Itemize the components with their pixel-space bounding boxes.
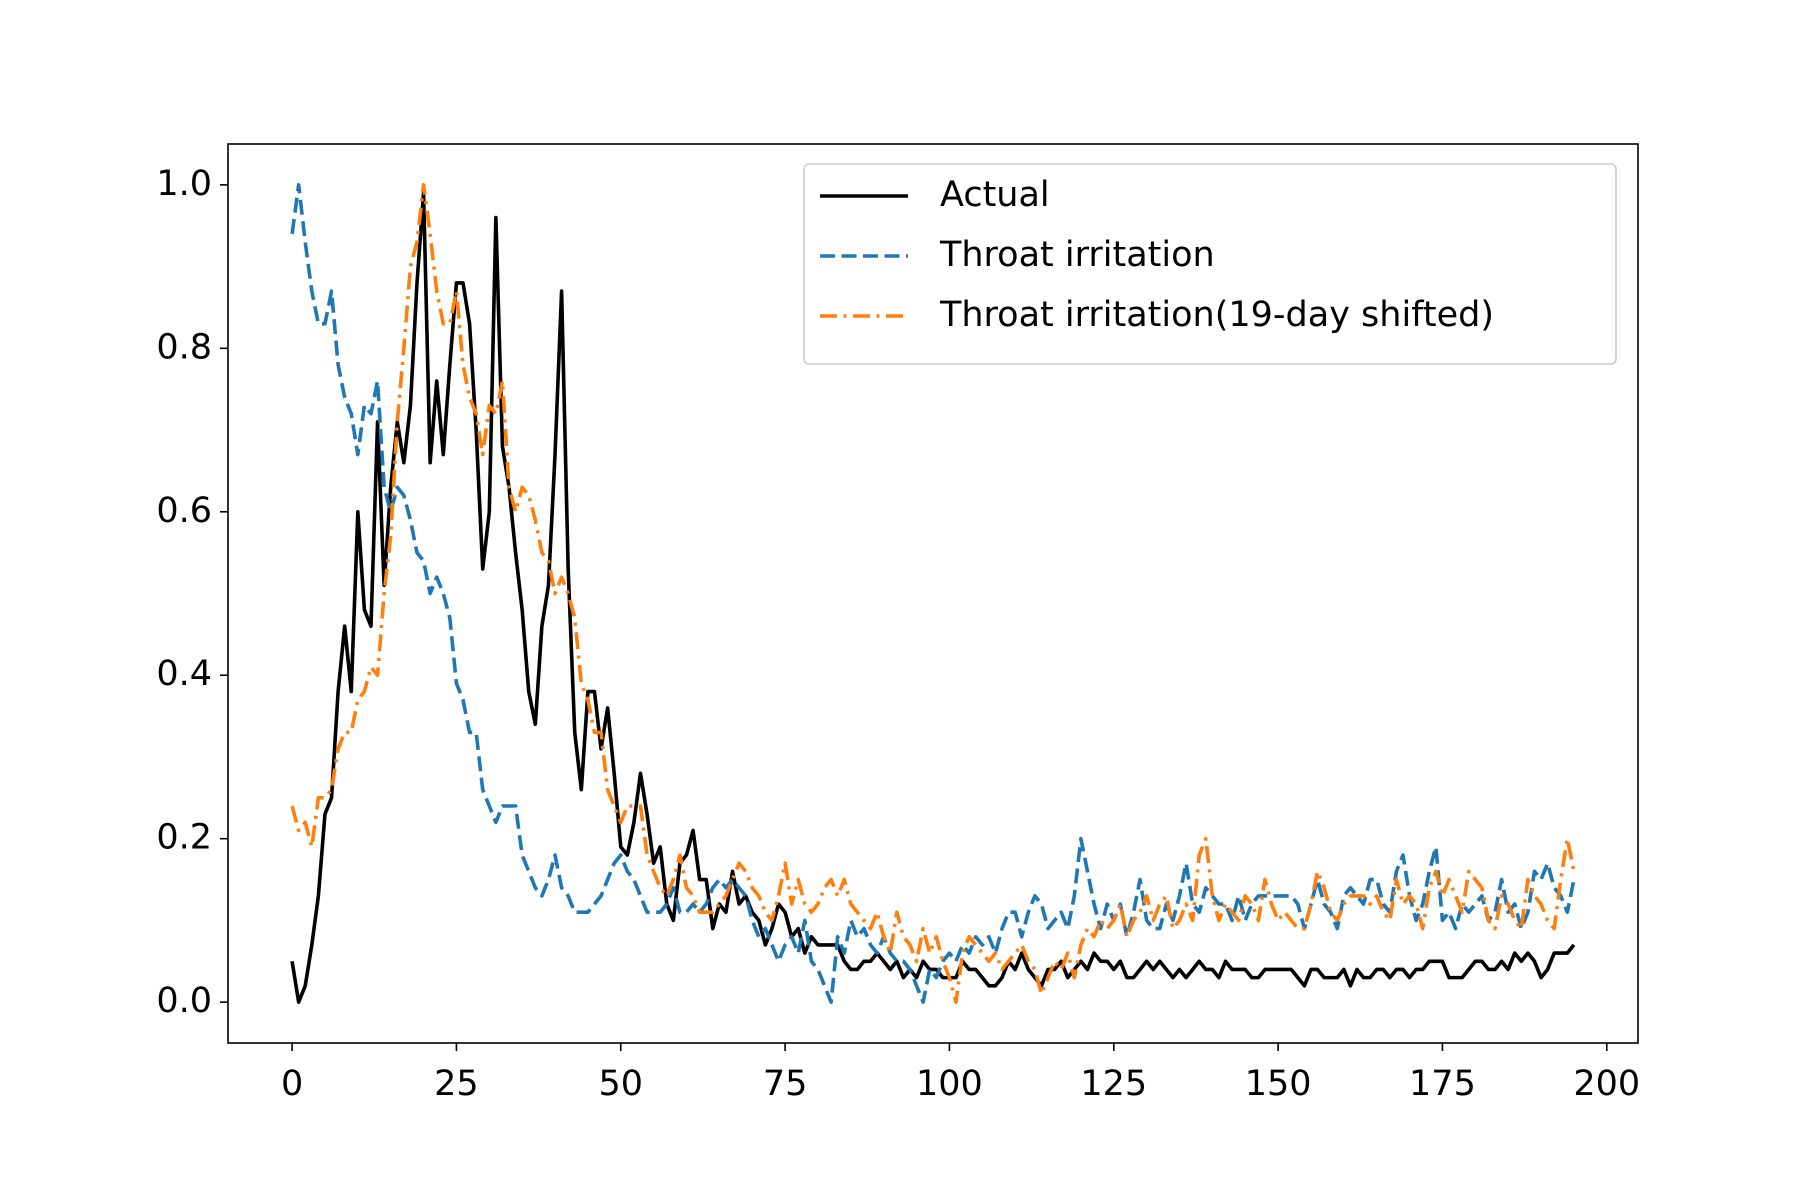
x-tick-label: 50 bbox=[598, 1064, 643, 1104]
legend-box bbox=[803, 163, 1617, 365]
x-tick-label: 150 bbox=[1245, 1064, 1312, 1104]
x-tick-label: 200 bbox=[1573, 1064, 1640, 1104]
x-tick-label: 175 bbox=[1409, 1064, 1476, 1104]
y-tick-label: 0.0 bbox=[156, 981, 212, 1021]
x-tick-label: 100 bbox=[916, 1064, 983, 1104]
y-tick-label: 0.2 bbox=[156, 818, 212, 858]
y-tick-label: 1.0 bbox=[156, 164, 212, 204]
x-tick-label: 0 bbox=[281, 1064, 303, 1104]
plot-frame bbox=[227, 143, 1639, 1044]
x-tick-label: 75 bbox=[763, 1064, 808, 1104]
legend-label: Throat irritation bbox=[939, 235, 1215, 275]
y-tick-label: 0.6 bbox=[156, 491, 212, 531]
x-tick-label: 125 bbox=[1080, 1064, 1147, 1104]
y-tick-label: 0.8 bbox=[156, 327, 212, 367]
x-tick-label: 25 bbox=[434, 1064, 479, 1104]
series-line bbox=[290, 183, 1576, 1004]
y-tick-label: 0.4 bbox=[156, 654, 212, 694]
series-line bbox=[290, 183, 1576, 1004]
legend-label: Throat irritation(19-day shifted) bbox=[939, 295, 1494, 335]
series-line bbox=[290, 191, 1576, 1004]
legend-label: Actual bbox=[940, 175, 1050, 215]
